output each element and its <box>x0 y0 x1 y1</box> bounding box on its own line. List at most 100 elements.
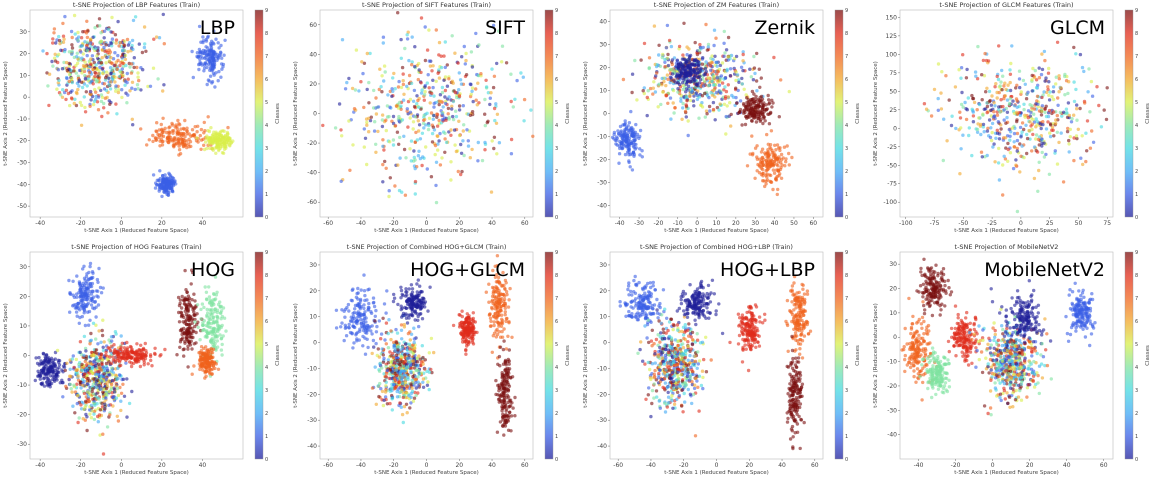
scatter-point <box>90 409 94 413</box>
scatter-point <box>1051 97 1056 102</box>
x-axis-label: t-SNE Axis 1 (Reduced Feature Space) <box>84 228 189 234</box>
scatter-point <box>79 123 84 128</box>
scatter-point <box>193 125 197 129</box>
scatter-point <box>399 37 403 42</box>
scatter-point <box>183 118 187 123</box>
scatter-point <box>207 79 211 83</box>
scatter-point <box>1052 110 1056 114</box>
scatter-point <box>406 125 410 129</box>
scatter-point <box>753 71 757 76</box>
scatter-point <box>402 147 407 152</box>
scatter-point <box>665 23 670 28</box>
scatter-point <box>638 153 642 157</box>
scatter-point <box>367 130 371 134</box>
scatter-point <box>982 107 986 112</box>
scatter-point <box>177 320 182 324</box>
scatter-point <box>125 80 129 85</box>
scatter-point <box>101 348 106 353</box>
scatter-point <box>61 88 65 92</box>
scatter-point <box>980 155 984 159</box>
scatter-point <box>433 143 438 148</box>
tsne-scatter-chart: t-SNE Projection of SIFT Features (Train… <box>293 1 571 234</box>
scatter-point <box>99 61 104 65</box>
scatter-point <box>696 60 700 64</box>
scatter-point <box>410 62 414 67</box>
scatter-point <box>387 189 391 193</box>
x-tick-label: -20 <box>389 220 399 227</box>
scatter-point <box>1049 123 1053 127</box>
scatter-point <box>1019 154 1023 158</box>
scatter-point <box>61 395 65 399</box>
scatter-point <box>443 88 448 93</box>
scatter-point <box>110 15 114 20</box>
scatter-point <box>222 53 226 57</box>
scatter-point <box>102 101 106 106</box>
scatter-point <box>203 140 208 144</box>
y-tick-label: 20 <box>309 81 317 88</box>
scatter-point <box>1012 145 1017 149</box>
scatter-point <box>95 100 100 104</box>
scatter-point <box>976 44 980 49</box>
scatter-point <box>491 23 496 28</box>
scatter-point <box>113 51 117 55</box>
scatter-point <box>61 34 66 38</box>
scatter-point <box>77 321 82 325</box>
scatter-point <box>418 137 423 141</box>
scatter-point <box>121 48 125 52</box>
scatter-point <box>774 178 779 182</box>
scatter-point <box>74 310 79 314</box>
scatter-point <box>457 93 461 98</box>
scatter-point <box>78 287 83 292</box>
scatter-point <box>704 70 708 74</box>
scatter-point <box>768 143 773 147</box>
scatter-point <box>1035 99 1039 103</box>
scatter-point <box>431 125 436 129</box>
scatter-point <box>724 114 728 119</box>
scatter-point <box>96 72 101 76</box>
scatter-point <box>1047 80 1051 84</box>
scatter-point <box>654 74 658 78</box>
scatter-point <box>664 83 668 88</box>
scatter-point <box>493 118 497 123</box>
scatter-point <box>79 103 84 108</box>
scatter-point <box>1024 123 1028 128</box>
scatter-point <box>451 99 456 104</box>
scatter-point <box>764 169 768 173</box>
scatter-point <box>430 69 434 73</box>
scatter-point <box>420 163 424 168</box>
scatter-point <box>702 73 706 77</box>
scatter-point <box>374 142 378 146</box>
scatter-point <box>734 70 738 74</box>
scatter-point <box>656 105 660 109</box>
scatter-point <box>217 132 221 136</box>
scatter-point <box>1072 113 1076 117</box>
scatter-point <box>1090 129 1094 133</box>
scatter-point <box>102 36 106 40</box>
scatter-point <box>350 86 355 91</box>
scatter-point <box>102 106 106 110</box>
scatter-point <box>107 48 111 52</box>
scatter-point <box>443 75 448 79</box>
scatter-point <box>464 58 468 63</box>
scatter-point <box>469 50 474 54</box>
scatter-point <box>397 79 401 84</box>
scatter-point <box>680 57 685 61</box>
scatter-point <box>932 87 937 92</box>
scatter-point <box>617 161 621 165</box>
scatter-point <box>694 91 698 95</box>
scatter-point <box>1012 131 1017 136</box>
scatter-point <box>159 122 163 127</box>
scatter-point <box>1051 90 1056 94</box>
scatter-point <box>220 56 224 60</box>
scatter-point <box>991 145 995 149</box>
scatter-point <box>677 82 682 87</box>
scatter-point <box>734 86 738 90</box>
scatter-point <box>965 67 969 72</box>
scatter-point <box>1039 72 1044 77</box>
scatter-point <box>97 61 101 65</box>
scatter-point <box>123 352 127 356</box>
scatter-point <box>705 112 709 116</box>
scatter-point <box>130 62 134 66</box>
scatter-point <box>425 81 429 85</box>
scatter-point <box>121 73 125 78</box>
